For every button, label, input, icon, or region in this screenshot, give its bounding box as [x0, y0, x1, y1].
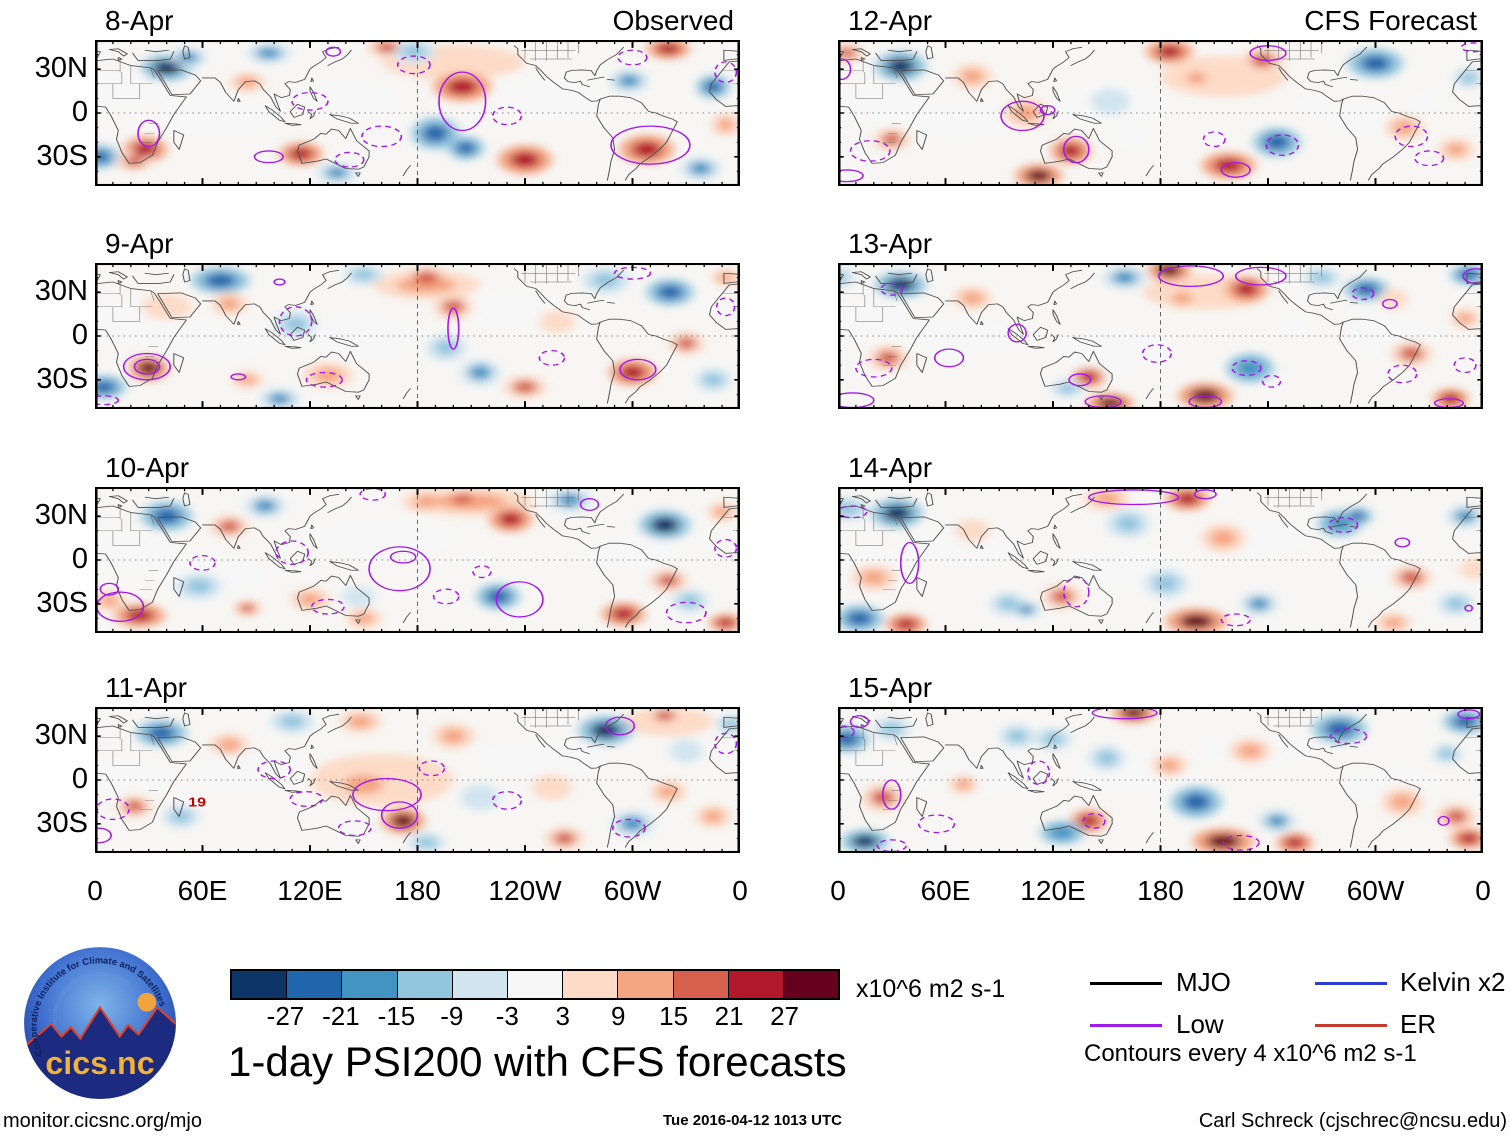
x-axis-label: 180: [1137, 875, 1184, 906]
colorbar-cell: [342, 971, 398, 998]
colorbar-cell: [287, 971, 343, 998]
legend-note: Contours every 4 x10^6 m2 s-1: [1084, 1040, 1417, 1067]
x-axis-label: 120W: [488, 875, 562, 906]
legend-label: MJO: [1176, 967, 1231, 997]
y-axis-label: 0: [71, 542, 88, 575]
map-svg: [95, 487, 740, 633]
svg-text:19: 19: [188, 796, 206, 810]
x-axis-label: 180: [394, 875, 441, 906]
cics-logo: 1001101001110011010011100110100111001101…: [24, 947, 176, 1099]
x-axis-label: 0: [1475, 875, 1491, 906]
panel-date-label: 8-Apr: [105, 5, 174, 36]
colorbar-tick-label: -27: [266, 1001, 305, 1031]
legend-line-mjo: [1090, 982, 1162, 985]
footer-timestamp: Tue 2016-04-12 1013 UTC: [663, 1112, 842, 1129]
panel-date-label: 15-Apr: [848, 672, 933, 703]
panel-12-apr: [838, 40, 1483, 186]
colorbar-tick-label: 21: [714, 1001, 744, 1031]
colorbar-tick-label: -21: [322, 1001, 360, 1031]
y-axis-label: 30S: [36, 139, 88, 172]
panel-date-label: 11-Apr: [105, 672, 187, 703]
colorbar-units: x10^6 m2 s-1: [856, 975, 1006, 1003]
colorbar-cell: [728, 971, 784, 998]
column-header-observed: Observed: [612, 5, 734, 36]
colorbar-cell: [783, 971, 839, 998]
legend-line-low: [1090, 1024, 1162, 1027]
logo-mountains: [24, 1007, 176, 1099]
panel-11-apr: 19: [95, 707, 740, 853]
y-axis-label: 30S: [36, 362, 88, 395]
y-axis-label: 0: [71, 762, 88, 795]
panel-10-apr: [95, 487, 740, 633]
y-axis-label: 30N: [34, 499, 88, 532]
x-axis-label: 0: [87, 875, 103, 906]
y-axis-label: 0: [71, 318, 88, 351]
colorbar-tick-label: -15: [377, 1001, 416, 1031]
colorbar-tick-label: 9: [610, 1001, 626, 1031]
colorbar-tick-label: 27: [770, 1001, 799, 1031]
colorbar: [230, 969, 840, 1000]
panel-date-label: 13-Apr: [848, 228, 933, 259]
colorbar-cell: [673, 971, 729, 998]
map-svg: [838, 263, 1483, 409]
colorbar-cell: [507, 971, 564, 998]
x-axis-label: 60E: [920, 875, 971, 906]
y-axis-label: 30S: [36, 806, 88, 839]
y-axis-label: 30N: [34, 275, 88, 308]
map-svg: [838, 487, 1483, 633]
panel-date-label: 9-Apr: [105, 228, 174, 259]
colorbar-cell: [618, 971, 674, 998]
y-axis-label: 30N: [34, 52, 88, 85]
main-title: 1-day PSI200 with CFS forecasts: [228, 1038, 847, 1085]
panel-date-label: 14-Apr: [848, 452, 933, 483]
colorbar-cell: [563, 971, 619, 998]
x-axis-label: 120E: [1020, 875, 1086, 906]
legend-label: Low: [1176, 1009, 1224, 1039]
panel-date-label: 12-Apr: [848, 5, 933, 36]
colorbar-tick-label: 3: [555, 1001, 570, 1031]
x-axis-label: 60W: [1346, 875, 1405, 906]
y-axis-label: 30N: [34, 719, 88, 752]
map-svg: [95, 263, 740, 409]
colorbar-cell: [397, 971, 453, 998]
panel-date-label: 10-Apr: [105, 452, 190, 483]
logo-sun-icon: [137, 992, 157, 1012]
colorbar-tick-label: 15: [659, 1001, 689, 1031]
x-axis-label: 0: [732, 875, 748, 906]
panel-8-apr: [95, 40, 740, 186]
footer-author: Carl Schreck (cjschrec@ncsu.edu): [1198, 1110, 1507, 1132]
legend-label: Kelvin x2: [1400, 967, 1506, 997]
map-svg: [95, 40, 740, 186]
logo-ridge-line: [24, 1005, 176, 1048]
legend-line-er: [1315, 1024, 1387, 1027]
colorbar-cell: [452, 971, 508, 998]
column-header-forecast: CFS Forecast: [1304, 5, 1477, 36]
map-svg: [838, 707, 1483, 853]
panel-9-apr: [95, 263, 740, 409]
x-axis-label: 60W: [603, 875, 662, 906]
y-axis-label: 30S: [36, 586, 88, 619]
colorbar-tick-label: -9: [440, 1001, 464, 1031]
logo-wordmark: cics.nc: [45, 1045, 154, 1081]
colorbar-tick-label: -3: [495, 1001, 519, 1031]
footer-left-url: monitor.cicsnc.org/mjo: [3, 1110, 202, 1132]
panel-14-apr: [838, 487, 1483, 633]
x-axis-label: 120E: [277, 875, 343, 906]
map-svg: 19: [95, 707, 740, 853]
x-axis-label: 60E: [177, 875, 228, 906]
legend-line-kelvin-x2: [1315, 982, 1387, 985]
panel-15-apr: [838, 707, 1483, 853]
y-axis-label: 0: [71, 95, 88, 128]
legend-label: ER: [1400, 1009, 1437, 1039]
colorbar-cell: [232, 971, 288, 998]
x-axis-label: 0: [830, 875, 846, 906]
x-axis-label: 120W: [1231, 875, 1305, 906]
map-svg: [838, 40, 1483, 186]
panel-13-apr: [838, 263, 1483, 409]
